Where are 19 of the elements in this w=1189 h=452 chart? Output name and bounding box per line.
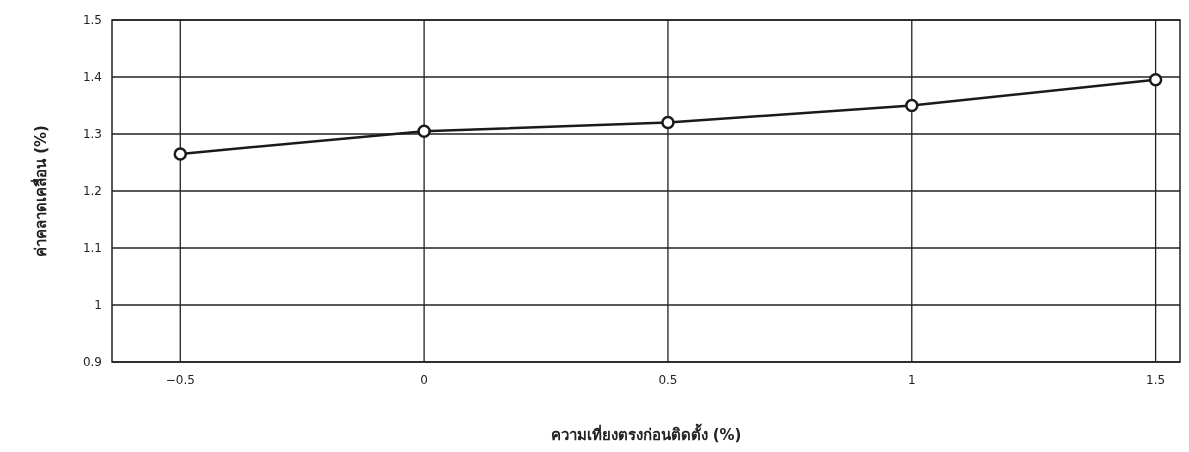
y-tick-label: 1.5 (82, 13, 102, 27)
x-tick-label: −0.5 (165, 373, 195, 387)
y-tick-label: 1 (94, 298, 102, 312)
point (905, 98, 919, 113)
point (661, 115, 675, 130)
point (1148, 73, 1163, 87)
y-axis-title: ค่าคลาดเคลื่อน (%) (30, 125, 50, 257)
y-tick-label: 1.4 (82, 70, 102, 84)
y-tick-label: 1.1 (82, 241, 102, 255)
x-tick-label: 0.5 (658, 373, 678, 387)
y-tick-label: 1.3 (82, 127, 102, 141)
y-tick-label: 1.2 (82, 184, 102, 198)
point (417, 124, 431, 138)
x-tick-label: 1.5 (1146, 373, 1166, 387)
point (173, 147, 188, 161)
x-tick-label: 1 (907, 373, 916, 387)
y-tick-label: 0.9 (82, 355, 102, 369)
x-tick-label: 0 (420, 373, 428, 387)
x-axis-title: ความเที่ยงตรงก่อนติดตั้ง (%) (550, 423, 742, 444)
